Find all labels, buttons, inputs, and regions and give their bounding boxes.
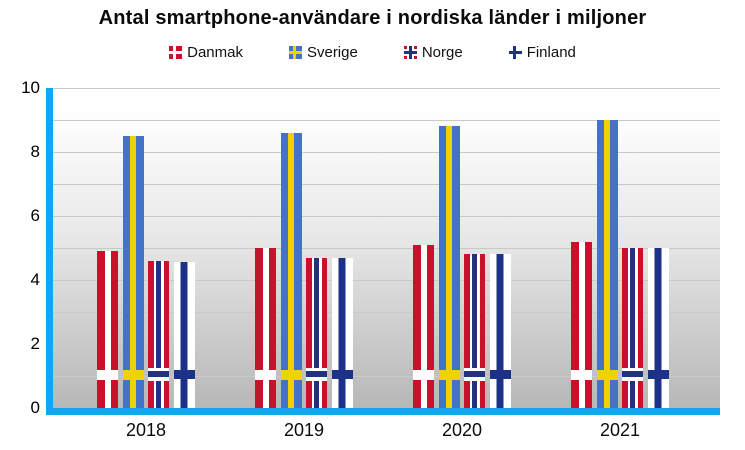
bar-norway-2019 (306, 257, 328, 408)
x-axis-label-2018: 2018 (125, 420, 167, 440)
gridline-10 (52, 88, 720, 89)
norway-cross-vertical (627, 248, 638, 408)
sweden-cross-horizontal (596, 370, 618, 380)
norway-cross-horizontal (148, 368, 170, 381)
bar-finland-2019 (331, 257, 353, 408)
finland-flag-icon (508, 46, 522, 59)
x-axis-label-2019: 2019 (283, 420, 325, 440)
x-axis-label-2021: 2021 (599, 420, 641, 440)
bar-group-2018 (97, 88, 195, 408)
finland-cross-horizontal (331, 370, 353, 379)
norway-cross-horizontal (464, 368, 486, 381)
norway-cross-horizontal-inner (622, 371, 644, 377)
bar-norway-2018 (148, 260, 170, 408)
bar-group-2021 (571, 88, 669, 408)
y-axis-line (46, 88, 53, 415)
gridline-7 (52, 184, 720, 185)
finland-cross-vertical (496, 254, 504, 408)
sweden-cross-horizontal (122, 370, 144, 380)
bar-sweden-2019 (280, 132, 302, 408)
bar-finland-2018 (173, 262, 195, 408)
bar-norway-2020 (464, 254, 486, 408)
finland-cross-horizontal (173, 370, 195, 379)
bar-finland-2021 (647, 248, 669, 408)
y-tick-label-8: 8 (30, 142, 40, 161)
sweden-cross-vertical (288, 132, 295, 408)
denmark-cross-horizontal (571, 370, 592, 380)
finland-cross-vertical (654, 248, 662, 408)
legend-label-danmark: Danmak (187, 44, 243, 61)
gridline-4 (52, 280, 720, 281)
bar-sweden-2021 (596, 120, 618, 408)
bar-sweden-2018 (122, 136, 144, 408)
x-axis-label-2020: 2020 (441, 420, 483, 440)
sweden-cross-vertical (446, 126, 453, 408)
denmark-cross-vertical (420, 244, 427, 408)
norway-cross-vertical-inner (314, 257, 320, 408)
norway-cross-vertical-inner (472, 254, 478, 408)
legend-item-danmark: Danmak (169, 44, 243, 61)
bar-denmark-2020 (413, 244, 434, 408)
legend: Danmak Sverige Norge Finland (0, 44, 745, 61)
finland-cross-horizontal (647, 370, 669, 379)
gridline-3 (52, 312, 720, 313)
sweden-cross-horizontal (438, 370, 460, 380)
legend-label-sverige: Sverige (306, 44, 358, 61)
gridline-1 (52, 376, 720, 377)
bar-norway-2021 (622, 248, 644, 408)
norway-cross-horizontal (306, 368, 328, 381)
sweden-cross-horizontal (280, 370, 302, 380)
sweden-flag-icon (288, 46, 302, 59)
norway-cross-vertical-inner (156, 260, 162, 408)
norway-cross-horizontal-inner (148, 371, 170, 377)
y-tick-label-0: 0 (30, 398, 40, 417)
bar-group-2020 (413, 88, 511, 408)
norway-cross-vertical (469, 254, 480, 408)
bar-finland-2020 (489, 254, 511, 408)
denmark-cross-horizontal (255, 370, 276, 380)
norway-cross-horizontal-inner (464, 371, 486, 377)
norway-cross-horizontal (622, 368, 644, 381)
sweden-cross-vertical (130, 136, 137, 408)
denmark-flag-icon (169, 46, 183, 59)
norway-cross-vertical (311, 257, 322, 408)
legend-item-finland: Finland (508, 44, 576, 61)
denmark-cross-vertical (262, 248, 269, 408)
norway-cross-vertical (153, 260, 164, 408)
y-tick-label-2: 2 (30, 334, 40, 353)
y-tick-label-4: 4 (30, 270, 40, 289)
denmark-cross-horizontal (413, 370, 434, 380)
bar-denmark-2018 (97, 251, 118, 408)
bar-group-2019 (255, 88, 353, 408)
bar-denmark-2021 (571, 241, 592, 408)
denmark-cross-horizontal (97, 370, 118, 380)
gridline-6 (52, 216, 720, 217)
gridline-5 (52, 248, 720, 249)
gridline-8 (52, 152, 720, 153)
y-tick-label-10: 10 (21, 78, 40, 97)
norway-flag-icon (403, 46, 417, 59)
legend-label-finland: Finland (526, 44, 576, 61)
finland-cross-horizontal (489, 370, 511, 379)
x-axis-line (46, 408, 720, 415)
legend-label-norge: Norge (421, 44, 463, 61)
gridline-9 (52, 120, 720, 121)
bar-denmark-2019 (255, 248, 276, 408)
y-tick-label-6: 6 (30, 206, 40, 225)
bar-sweden-2020 (438, 126, 460, 408)
norway-cross-horizontal-inner (306, 371, 328, 377)
legend-item-sverige: Sverige (288, 44, 358, 61)
sweden-cross-vertical (604, 120, 611, 408)
denmark-cross-vertical (578, 241, 585, 408)
chart-title: Antal smartphone-användare i nordiska lä… (98, 7, 647, 29)
gridline-2 (52, 344, 720, 345)
denmark-cross-vertical (104, 251, 111, 408)
legend-item-norge: Norge (403, 44, 463, 61)
finland-cross-vertical (180, 262, 188, 408)
norway-cross-vertical-inner (630, 248, 636, 408)
finland-cross-vertical (338, 257, 346, 408)
